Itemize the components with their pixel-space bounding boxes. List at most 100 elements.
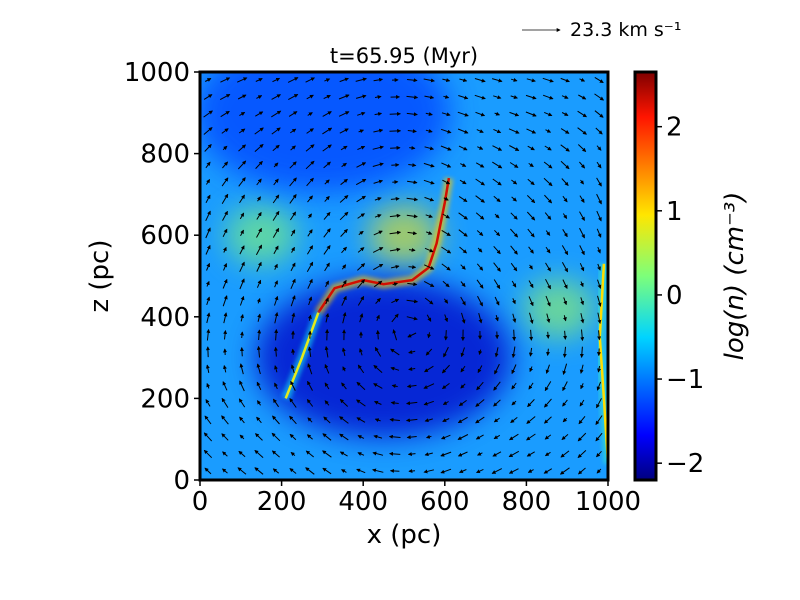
velocity-arrow: [406, 435, 417, 440]
velocity-arrow: [560, 77, 570, 83]
velocity-arrow: [441, 229, 451, 237]
velocity-arrow: [580, 329, 585, 342]
density-clump: [523, 278, 596, 339]
velocity-arrow: [441, 246, 452, 254]
velocity-arrow: [597, 263, 601, 271]
velocity-arrow: [406, 401, 418, 406]
velocity-arrow: [239, 278, 245, 290]
velocity-arrow: [594, 76, 604, 84]
velocity-arrow: [222, 246, 227, 253]
x-axis-label: x (pc): [367, 520, 442, 550]
velocity-arrow: [475, 111, 486, 117]
velocity-arrow: [389, 213, 401, 218]
velocity-arrow: [423, 469, 435, 474]
velocity-arrow: [357, 364, 365, 374]
velocity-arrow: [203, 432, 213, 442]
velocity-arrow: [256, 400, 262, 406]
velocity-arrow: [493, 381, 501, 391]
velocity-arrow: [271, 450, 280, 458]
x-tick-label: 1000: [575, 487, 641, 517]
velocity-arrow: [457, 111, 469, 117]
velocity-arrow: [460, 347, 465, 358]
velocity-arrow: [203, 110, 213, 118]
velocity-arrow: [580, 313, 585, 324]
velocity-arrow: [578, 94, 587, 100]
colorbar-tick-label: 1: [666, 197, 683, 227]
velocity-arrow: [491, 468, 503, 474]
velocity-arrow: [341, 246, 347, 254]
velocity-arrow: [460, 264, 466, 270]
velocity-arrow: [272, 415, 280, 425]
velocity-arrow: [493, 95, 502, 100]
velocity-arrow: [256, 297, 261, 304]
velocity-arrow: [508, 450, 520, 458]
velocity-arrow: [579, 195, 585, 203]
velocity-arrow: [373, 383, 383, 389]
velocity-arrow: [494, 296, 500, 306]
velocity-arrow: [341, 382, 347, 390]
velocity-arrow: [525, 94, 537, 100]
velocity-arrow: [356, 417, 366, 423]
velocity-arrow: [372, 468, 384, 473]
velocity-arrow: [389, 468, 400, 473]
velocity-arrow: [560, 128, 570, 134]
density-clump: [225, 205, 298, 266]
velocity-arrow: [408, 163, 417, 168]
velocity-arrow: [392, 282, 399, 287]
velocity-arrow: [407, 129, 417, 134]
velocity-arrow: [355, 77, 367, 82]
velocity-arrow: [221, 177, 229, 187]
velocity-field: [203, 76, 605, 475]
velocity-arrow: [510, 417, 518, 424]
velocity-arrow: [510, 228, 519, 238]
y-tick-label: 800: [140, 140, 190, 170]
velocity-arrow: [596, 210, 602, 222]
velocity-arrow: [596, 228, 602, 238]
velocity-arrow: [257, 329, 262, 341]
velocity-arrow: [373, 179, 384, 184]
velocity-arrow: [222, 451, 228, 457]
velocity-arrow: [405, 418, 418, 423]
velocity-arrow: [577, 450, 587, 459]
velocity-arrow: [359, 313, 364, 323]
velocity-arrow: [545, 262, 551, 272]
velocity-arrow: [220, 77, 231, 83]
velocity-arrow: [526, 451, 535, 457]
velocity-arrow: [390, 366, 400, 371]
velocity-arrow: [271, 94, 281, 100]
velocity-arrow: [525, 111, 537, 117]
velocity-arrow: [358, 230, 364, 236]
velocity-arrow: [390, 264, 400, 269]
velocity-arrow: [526, 195, 536, 204]
velocity-arrow: [356, 381, 366, 391]
velocity-arrow: [323, 161, 331, 169]
velocity-arrow: [441, 263, 451, 271]
velocity-arrow: [341, 347, 346, 357]
velocity-arrow: [391, 298, 400, 304]
velocity-arrow: [444, 314, 449, 323]
velocity-arrow: [597, 279, 602, 289]
velocity-arrow: [341, 264, 347, 270]
velocity-arrow: [509, 433, 519, 441]
velocity-arrow: [338, 94, 350, 100]
velocity-arrow: [221, 397, 229, 408]
velocity-arrow: [597, 295, 602, 307]
velocity-arrow: [256, 95, 263, 99]
velocity-arrow: [477, 247, 483, 253]
velocity-arrow: [407, 332, 417, 338]
velocity-arrow: [528, 280, 534, 289]
velocity-arrow: [580, 383, 584, 390]
velocity-arrow: [512, 298, 516, 305]
velocity-arrow: [204, 78, 212, 82]
velocity-arrow: [561, 245, 569, 256]
velocity-arrow: [543, 161, 553, 169]
velocity-arrow: [206, 262, 211, 271]
velocity-arrow: [477, 295, 483, 307]
velocity-arrow: [307, 380, 313, 391]
velocity-arrow: [529, 329, 534, 341]
velocity-arrow: [562, 363, 568, 375]
velocity-arrow: [579, 77, 586, 82]
velocity-arrow: [442, 213, 450, 219]
velocity-arrow: [461, 312, 466, 324]
